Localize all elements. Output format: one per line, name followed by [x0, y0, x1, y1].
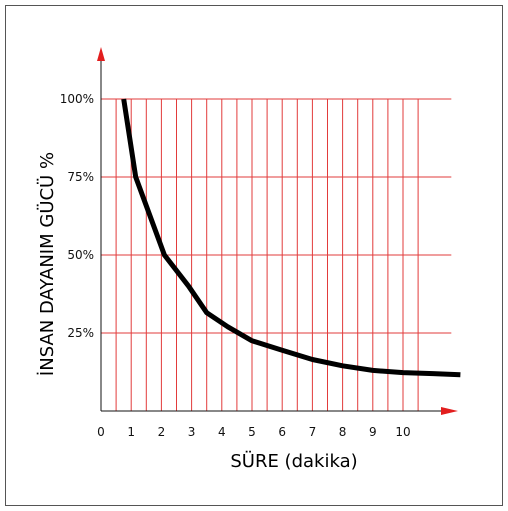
x-tick-label: 0: [97, 425, 105, 439]
x-tick-label: 1: [127, 425, 135, 439]
x-tick-label: 6: [278, 425, 286, 439]
x-tick-label: 7: [309, 425, 317, 439]
y-tick-label: 75%: [67, 170, 94, 184]
x-axis-title: SÜRE (dakika): [230, 450, 357, 472]
x-tick-label: 9: [369, 425, 377, 439]
y-tick-label: 50%: [67, 248, 94, 262]
series: [121, 98, 461, 378]
grid: [101, 98, 452, 411]
y-axis-title: İNSAN DAYANIM GÜCÜ %: [36, 152, 58, 376]
x-tick-label: 5: [248, 425, 256, 439]
endurance-curve: [121, 98, 461, 378]
x-tick-label: 3: [188, 425, 196, 439]
y-tick-label: 100%: [60, 92, 94, 106]
chart-frame: 0 1 2 3 4 5 6 7 8 9 10 100% 75% 50% 25% SÜRE (dakika) …: [5, 5, 503, 506]
tick-labels: 0 1 2 3 4 5 6 7 8 9 10 100% 75% 50% 25%: [60, 92, 411, 439]
axes: [97, 47, 458, 415]
y-axis-arrow: [97, 47, 105, 61]
x-tick-label: 4: [218, 425, 226, 439]
x-tick-label: 2: [158, 425, 166, 439]
y-tick-label: 25%: [67, 326, 94, 340]
x-tick-label: 10: [395, 425, 410, 439]
x-tick-label: 8: [339, 425, 347, 439]
x-axis-arrow: [441, 407, 458, 415]
